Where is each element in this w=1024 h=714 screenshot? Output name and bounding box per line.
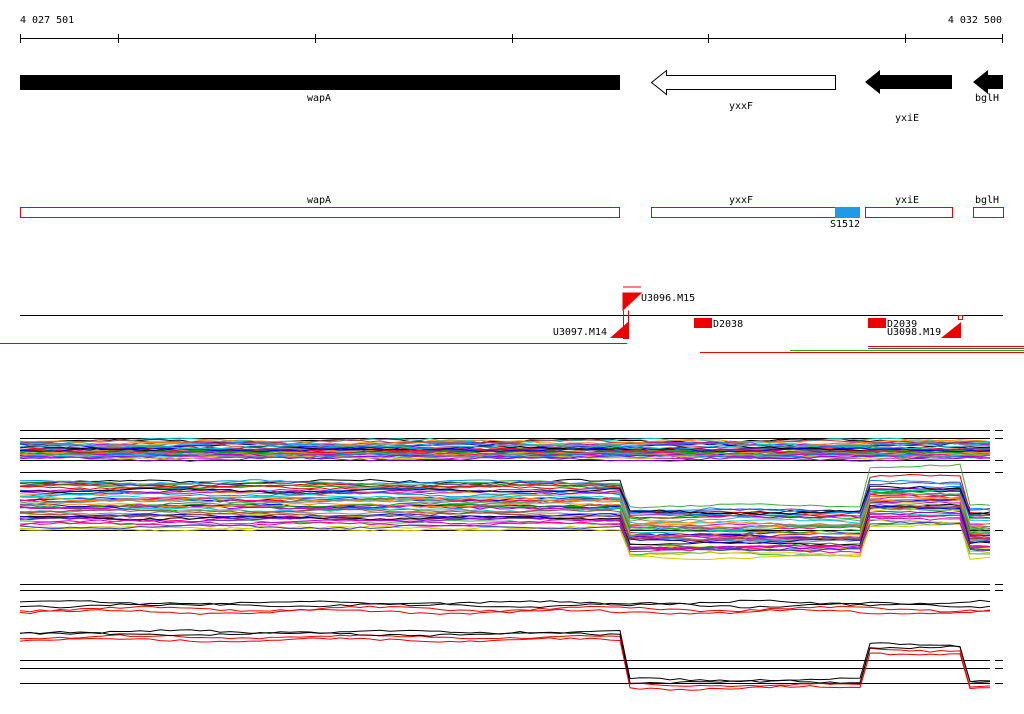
feature [835,207,860,218]
marker-flag [622,286,643,312]
feature-label: S1512 [830,219,860,230]
gene [973,70,1003,94]
ruler: 4 027 501 4 032 500 [20,15,1003,43]
gene-label: wapA [307,93,331,104]
profile [19,453,991,460]
region [973,207,1004,218]
region-track: wapA yxxF yxiE bglH S1512 [20,195,1004,230]
marker-stem [958,315,963,320]
marker-label: U3097.M14 [553,327,607,338]
marker-label: U3096.M15 [641,293,695,304]
gene [650,69,836,96]
profile [19,601,991,609]
profile [19,439,991,445]
profile [19,634,991,688]
profile [19,505,991,540]
profile [20,492,991,529]
profile [19,488,991,525]
profile [19,497,991,531]
region [865,207,953,218]
marker-box [868,318,886,328]
profile [19,481,991,514]
region-label: wapA [307,195,331,206]
profiles [19,430,1003,691]
marker-box [694,318,712,328]
gene-label: bglH [975,93,999,104]
region-label: bglH [975,195,999,206]
profile [19,637,991,691]
marker-flag [941,322,961,338]
region [20,207,620,218]
region-label: yxxF [729,195,753,206]
profile [19,441,991,448]
profile [19,518,991,561]
profile [19,456,991,462]
marker-track: U3096.M15 U3097.M14 D2038 D2039 U3098.M1… [0,286,1024,353]
profile [19,463,991,509]
profile [20,498,991,537]
region-label: yxiE [895,195,919,206]
marker-label: U3098.M19 [887,327,941,338]
gene-track: wapA yxxF yxiE bglH [20,69,1003,124]
marker-label: D2039 [887,319,917,330]
profile [19,443,991,450]
profile [19,516,991,550]
profile [19,496,991,527]
profile [19,608,991,615]
ruler-end: 4 032 500 [948,15,1002,26]
marker-label: D2038 [713,319,743,330]
profile [20,523,991,557]
profile [19,448,991,454]
gene-label: yxiE [895,113,919,124]
marker-stem [623,310,629,339]
profile [19,599,991,607]
profile [19,521,991,552]
profile [19,485,991,516]
profile [19,630,991,685]
region [651,207,860,218]
profile [19,451,991,458]
marker-flag [610,322,628,338]
ruler-ticks [20,34,1003,43]
profile [19,473,991,516]
gene [865,70,952,94]
profile [19,490,991,534]
gene [20,75,620,90]
profile [20,504,991,545]
ruler-start: 4 027 501 [20,15,74,26]
gene-label: yxxF [729,101,753,112]
profile [19,605,991,613]
